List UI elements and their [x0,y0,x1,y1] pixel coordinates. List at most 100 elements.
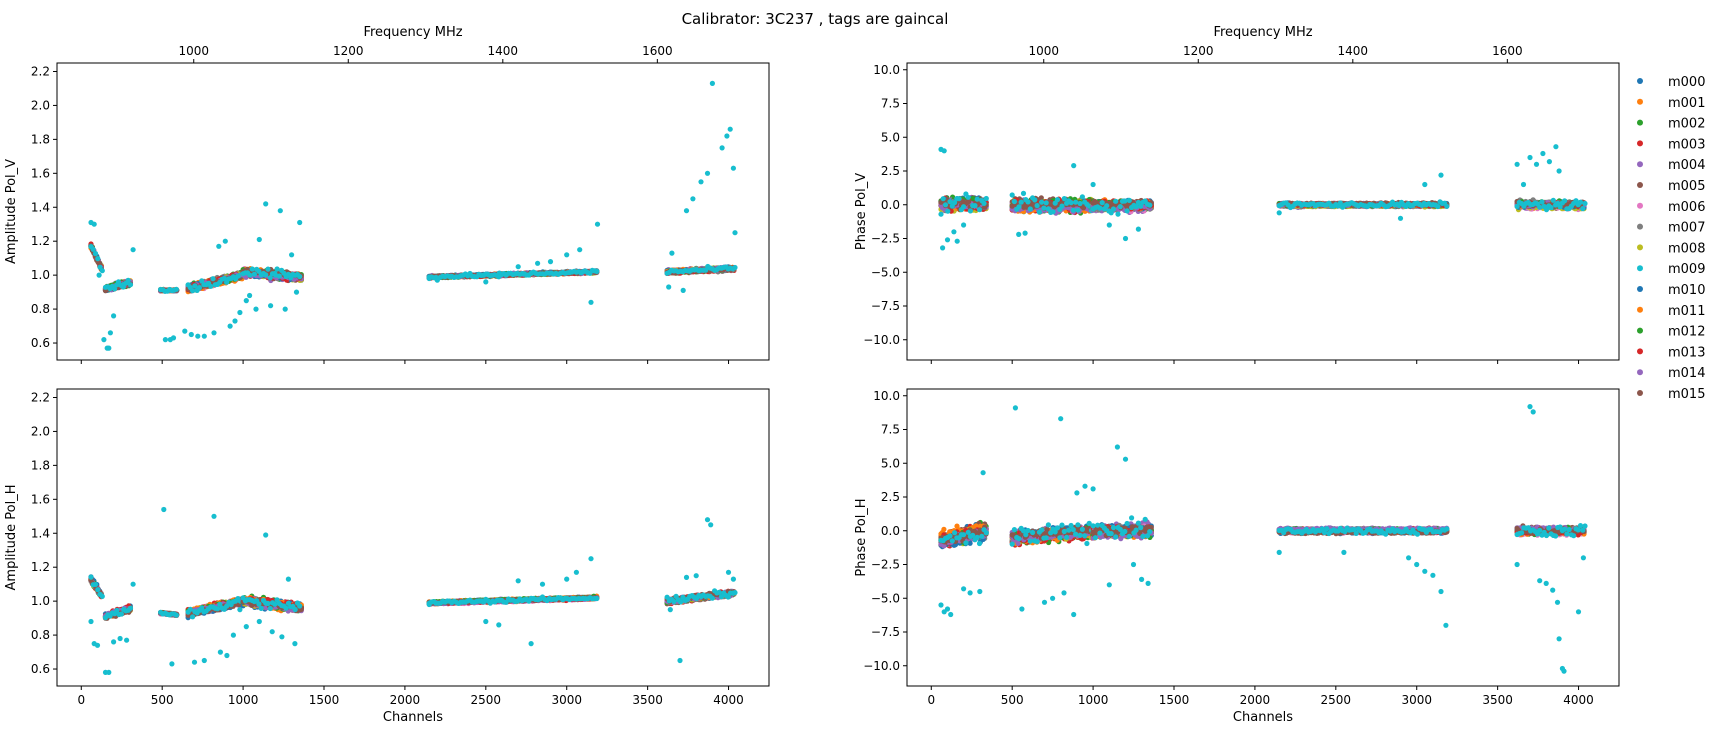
point-m009-outlier [483,279,489,285]
point-m009 [221,275,227,281]
point-m009-outlier [732,230,738,236]
point-m009 [940,196,946,202]
data-points [938,144,1588,251]
point-m009-outlier [426,275,432,282]
point-m009-outlier [101,337,107,343]
point-m009-outlier [704,170,711,176]
point-m009-outlier [263,201,269,207]
ytick-label: 2.0 [31,98,50,112]
point-m009 [267,275,273,281]
point-m009 [208,283,214,289]
point-m009-outlier [162,337,168,343]
point-m009-outlier [201,333,207,339]
point-m009 [192,283,198,289]
point-m009-outlier [289,252,295,258]
point-m009-outlier [216,243,222,249]
point-m009-outlier [293,289,300,295]
point-m009-outlier [268,303,274,309]
point-m009-outlier [719,145,725,151]
point-m009-outlier [277,208,283,214]
point-m009-outlier [683,208,690,214]
point-m009-outlier [188,331,194,338]
point-m009-outlier [120,284,126,290]
point-m009 [967,208,974,214]
point-m009-outlier [515,264,521,270]
point-m009-outlier [232,318,238,324]
point-m009-outlier [434,277,440,283]
point-m014 [243,274,249,280]
point-m009-outlier [115,279,122,285]
point-m009 [974,196,980,202]
ytick-label: 1.4 [31,200,50,214]
point-m009-outlier [247,292,253,299]
point-m009-outlier [496,274,502,280]
point-m009 [173,286,179,292]
point-m009-outlier [727,126,733,132]
point-m009-outlier [730,165,737,171]
point-m009 [965,194,971,200]
top-axis-label: Frequency MHz [363,25,462,40]
point-m009-outlier [547,259,554,265]
point-m009-outlier [170,335,177,341]
point-m009-outlier [107,330,113,336]
point-m009 [732,264,738,271]
point-m009-outlier [111,313,117,319]
point-m009-outlier [594,221,601,227]
point-m009 [265,266,271,272]
point-m009 [190,288,196,294]
point-m009 [594,268,600,274]
point-m009 [976,207,983,213]
ytick-label: 0.8 [31,302,50,316]
point-m009-outlier [272,272,279,278]
ytick-label: 2.2 [31,64,50,78]
top-tick-label: 1000 [178,44,209,58]
axes-frame [56,62,770,361]
point-m009-outlier [253,306,259,312]
point-m009 [125,277,131,283]
point-m009-outlier [669,250,675,256]
point-m009-outlier [698,179,704,185]
point-m009 [942,202,949,208]
point-m009-outlier [666,284,672,290]
point-m009-outlier [222,238,228,244]
point-m009-outlier [535,260,541,266]
point-m009 [90,246,96,252]
point-m009 [247,272,253,278]
point-m009-outlier [577,247,583,253]
point-m009 [274,266,280,272]
point-m009-outlier [724,133,730,139]
figure-title: Calibrator: 3C237 , tags are gaincal [682,10,949,28]
point-m009-outlier [680,287,686,293]
data-points [88,80,738,351]
point-m009 [210,276,216,282]
point-m009-outlier [182,328,188,334]
point-m009 [972,203,978,209]
point-m009-outlier [564,252,570,258]
point-m009 [952,199,958,206]
point-m015 [966,198,972,204]
point-m009-outlier [588,299,594,305]
point-m009-outlier [243,298,249,304]
point-m009 [99,268,105,274]
ytick-label: 1.6 [31,166,50,180]
point-m009 [196,285,202,291]
point-m009 [263,272,269,278]
point-m009 [95,256,101,262]
point-m009 [983,195,989,202]
point-m009-outlier [709,80,716,86]
point-m009-outlier [256,236,262,243]
point-m009-outlier [106,345,112,351]
ytick-label: 0.6 [31,336,50,350]
ytick-label: 1.2 [31,234,50,248]
point-m009 [956,196,962,202]
point-m009 [127,282,134,288]
point-m009 [947,199,953,205]
point-m009 [945,208,951,214]
point-m009 [981,200,987,206]
point-m009-outlier [211,330,217,336]
point-m009-outlier [237,309,243,316]
point-m009 [251,271,257,277]
